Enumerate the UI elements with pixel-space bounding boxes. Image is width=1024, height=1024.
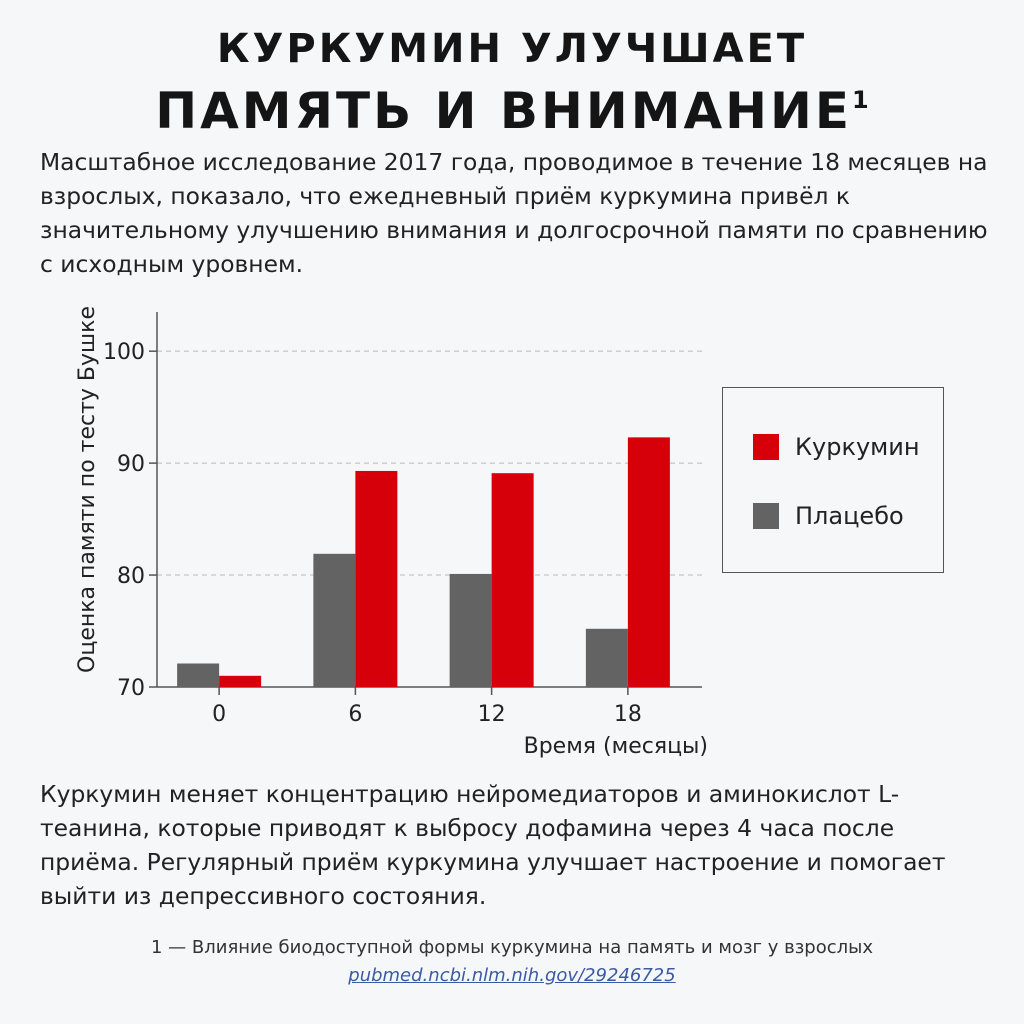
legend-item-placebo: Плацебо [753, 502, 904, 530]
y-tick-label-70: 70 [117, 676, 145, 701]
x-tick-label-18: 18 [614, 702, 642, 727]
bar-placebo-18 [585, 628, 628, 687]
outro-paragraph: Куркумин меняет концентрацию нейромедиат… [40, 780, 946, 910]
x-tick-label-12: 12 [478, 702, 506, 727]
legend-label-curcumin: Куркумин [795, 433, 920, 461]
x-tick-label-6: 6 [348, 702, 362, 727]
bar-placebo-12 [449, 573, 492, 687]
bar-curcumin-0 [219, 675, 262, 687]
x-axis-label: Время (месяцы) [524, 734, 708, 759]
legend-swatch-placebo [753, 503, 779, 529]
chart-legend: Куркумин Плацебо [722, 387, 944, 573]
footnote-marker: 1 [852, 86, 869, 114]
bar-placebo-6 [313, 553, 356, 687]
title-line-2-text: ПАМЯТЬ И ВНИМАНИЕ [155, 82, 853, 140]
y-tick-label-90: 90 [117, 452, 145, 477]
bar-placebo-0 [177, 663, 220, 687]
title-line-1: КУРКУМИН УЛУЧШАЕТ [216, 26, 808, 72]
intro-paragraph: Масштабное исследование 2017 года, прово… [40, 148, 988, 278]
y-tick-label-100: 100 [103, 340, 145, 365]
bar-curcumin-12 [491, 473, 534, 687]
x-tick-label-0: 0 [212, 702, 226, 727]
legend-item-curcumin: Куркумин [753, 433, 920, 461]
title-line-2: ПАМЯТЬ И ВНИМАНИЕ1 [0, 82, 1024, 140]
footnote-text: 1 — Влияние биодоступной формы куркумина… [151, 937, 873, 958]
footnote-link[interactable]: pubmed.ncbi.nlm.nih.gov/29246725 [348, 965, 676, 986]
bar-curcumin-18 [627, 437, 670, 687]
legend-swatch-curcumin [753, 434, 779, 460]
bar-curcumin-6 [355, 470, 398, 687]
y-tick-label-80: 80 [117, 564, 145, 589]
bar-chart: 70 80 90 100 0 6 12 18 Время (месяцы) Оценка памя… [75, 306, 708, 759]
legend-label-placebo: Плацебо [795, 502, 904, 530]
y-axis-label: Оценка памяти по тесту Бушке [75, 306, 100, 673]
footnote: 1 — Влияние биодоступной формы куркумина… [0, 934, 1024, 990]
